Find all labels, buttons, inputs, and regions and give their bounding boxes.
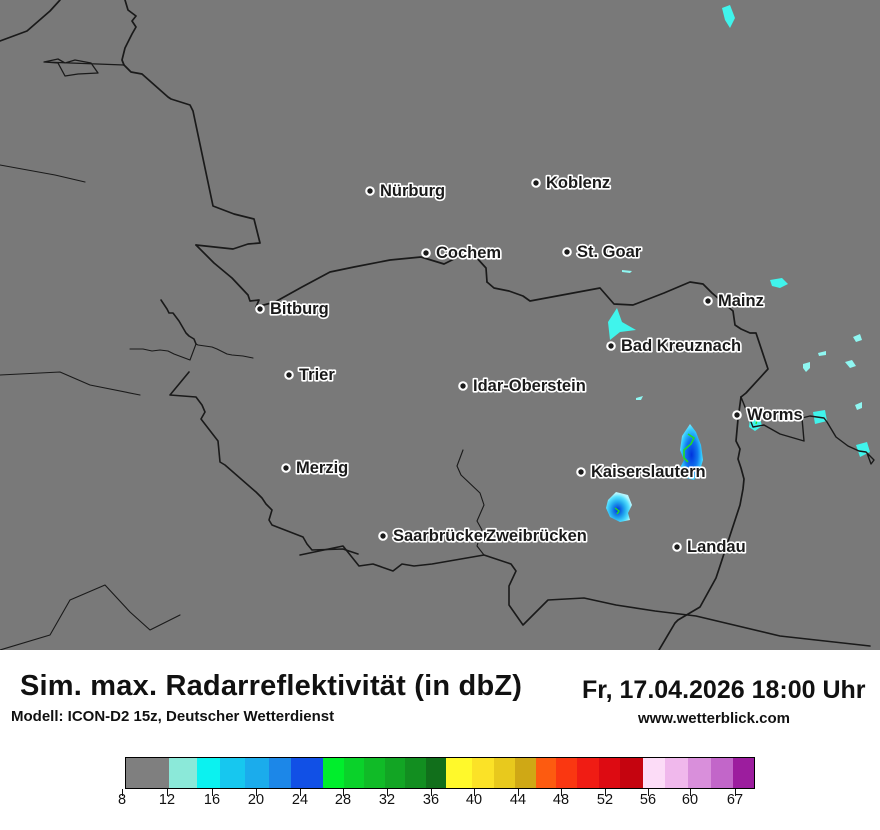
- svg-text:Idar-Oberstein: Idar-Oberstein: [473, 377, 586, 395]
- svg-text:Bitburg: Bitburg: [270, 300, 329, 318]
- svg-text:Cochem: Cochem: [436, 244, 501, 262]
- svg-text:Mainz: Mainz: [718, 292, 764, 310]
- svg-text:Kaiserslautern: Kaiserslautern: [591, 463, 706, 481]
- svg-text:Nürburg: Nürburg: [380, 182, 445, 200]
- svg-text:St. Goar: St. Goar: [577, 243, 642, 261]
- svg-text:Saarbrücken: Saarbrücken: [393, 527, 493, 545]
- svg-text:Merzig: Merzig: [296, 459, 348, 477]
- svg-text:Worms: Worms: [747, 406, 803, 424]
- svg-text:Koblenz: Koblenz: [546, 174, 610, 192]
- svg-text:Bad Kreuznach: Bad Kreuznach: [621, 337, 741, 355]
- svg-text:Zweibrücken: Zweibrücken: [486, 527, 587, 545]
- svg-text:Trier: Trier: [299, 366, 335, 384]
- svg-text:Landau: Landau: [687, 538, 746, 556]
